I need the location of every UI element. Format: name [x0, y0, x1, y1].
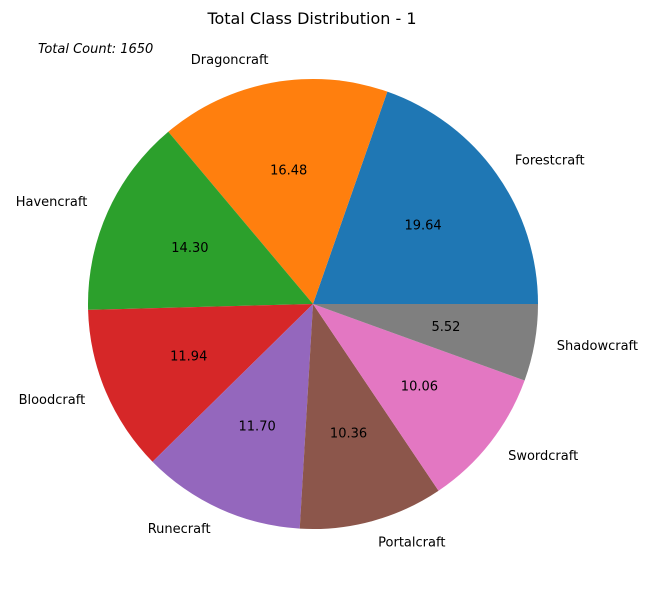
pct-label-forestcraft: 19.64: [404, 218, 441, 233]
pie-slice-swordcraft: [313, 304, 525, 491]
total-count-annotation: Total Count: 1650: [38, 42, 153, 57]
slice-label-havencraft: Havencraft: [16, 195, 88, 210]
slice-label-bloodcraft: Bloodcraft: [19, 393, 86, 408]
pct-label-havencraft: 14.30: [171, 241, 208, 256]
pie-slice-dragoncraft: [168, 79, 388, 305]
pct-label-shadowcraft: 5.52: [431, 320, 460, 335]
slice-label-portalcraft: Portalcraft: [378, 535, 445, 550]
pie-slice-portalcraft: [299, 304, 439, 529]
pct-label-dragoncraft: 16.48: [270, 164, 307, 179]
pie-slice-bloodcraft: [88, 304, 313, 462]
chart-title: Total Class Distribution - 1: [206, 9, 416, 28]
pct-label-swordcraft: 10.06: [401, 380, 438, 395]
slice-label-swordcraft: Swordcraft: [508, 449, 578, 464]
slice-label-dragoncraft: Dragoncraft: [191, 53, 269, 68]
pie-slice-runecraft: [152, 304, 313, 529]
slice-label-forestcraft: Forestcraft: [515, 153, 585, 168]
slice-label-shadowcraft: Shadowcraft: [557, 339, 638, 354]
pct-label-bloodcraft: 11.94: [170, 349, 207, 364]
pie-labels: Forestcraft 19.64 Dragoncraft 16.48 Havencra…: [16, 53, 638, 550]
slice-label-runecraft: Runecraft: [148, 522, 211, 537]
pct-label-runecraft: 11.70: [239, 419, 276, 434]
pct-label-portalcraft: 10.36: [330, 427, 367, 442]
pie-slice-forestcraft: [313, 91, 538, 305]
pie-slice-shadowcraft: [313, 304, 538, 381]
pie-slice-havencraft: [88, 131, 313, 310]
pie-slices: [88, 79, 538, 529]
